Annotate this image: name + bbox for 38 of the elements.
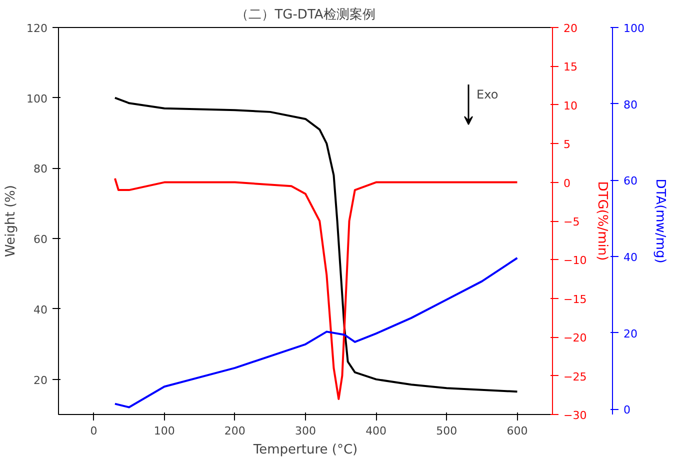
y2-tick-label: −10 — [564, 254, 587, 268]
x-tick-label: 100 — [154, 424, 175, 438]
line-series — [114, 257, 518, 408]
y2-tick-label: 5 — [564, 138, 570, 152]
y2-tick-label: 15 — [564, 60, 578, 74]
y2-tick-label: −25 — [564, 370, 587, 384]
y-tick-label: 20 — [34, 374, 48, 387]
y2-tick-label: 10 — [564, 99, 578, 112]
y3-tick-label: 20 — [624, 327, 638, 340]
x-tick-label: 400 — [366, 424, 387, 438]
y3-axis-title: DTA(mw/mg) — [652, 178, 668, 264]
x-tick-label: 300 — [295, 424, 316, 438]
y-tick-label: 100 — [26, 92, 48, 106]
chart-title: （二）TG-DTA检测案例 — [236, 6, 376, 22]
line-series — [114, 177, 518, 400]
y3-tick-label: 40 — [624, 250, 638, 264]
y-tick-label: 40 — [34, 303, 48, 316]
y-tick-label: 120 — [26, 22, 48, 35]
x-tick-label: 0 — [90, 424, 98, 438]
y2-tick-label: 20 — [564, 22, 578, 35]
x-axis-title: Temperture (°C) — [252, 442, 358, 458]
y-tick-label: 60 — [34, 233, 48, 246]
annotation: Exo — [476, 88, 498, 102]
y2-tick-label: −15 — [564, 292, 587, 306]
x-tick-label: 200 — [224, 424, 246, 438]
y2-tick-label: 0 — [564, 176, 570, 190]
y3-tick-label: 60 — [624, 174, 638, 188]
x-tick-label: 500 — [436, 424, 458, 438]
x-tick-label: 600 — [506, 424, 528, 438]
y2-axis-title: DTG(%/min) — [594, 181, 610, 261]
y3-tick-label: 80 — [624, 98, 638, 112]
y3-tick-label: 0 — [624, 404, 630, 417]
y3-tick-label: 100 — [624, 22, 644, 35]
y-tick-label: 80 — [34, 162, 48, 176]
y2-tick-label: −20 — [564, 332, 587, 345]
y-axis-title: Weight (%) — [4, 185, 19, 257]
y2-tick-label: −5 — [564, 216, 580, 228]
y2-tick-label: −30 — [564, 409, 587, 422]
